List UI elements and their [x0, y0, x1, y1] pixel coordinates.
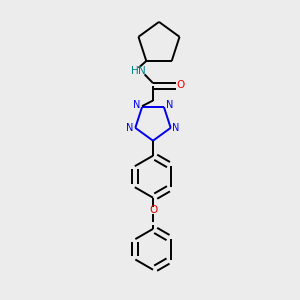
Text: N: N — [172, 123, 180, 134]
Text: N: N — [133, 100, 140, 110]
Text: N: N — [126, 123, 134, 134]
Text: O: O — [177, 80, 185, 91]
Text: N: N — [166, 100, 173, 110]
Text: N: N — [138, 66, 146, 76]
Text: O: O — [149, 205, 157, 215]
Text: H: H — [131, 66, 139, 76]
